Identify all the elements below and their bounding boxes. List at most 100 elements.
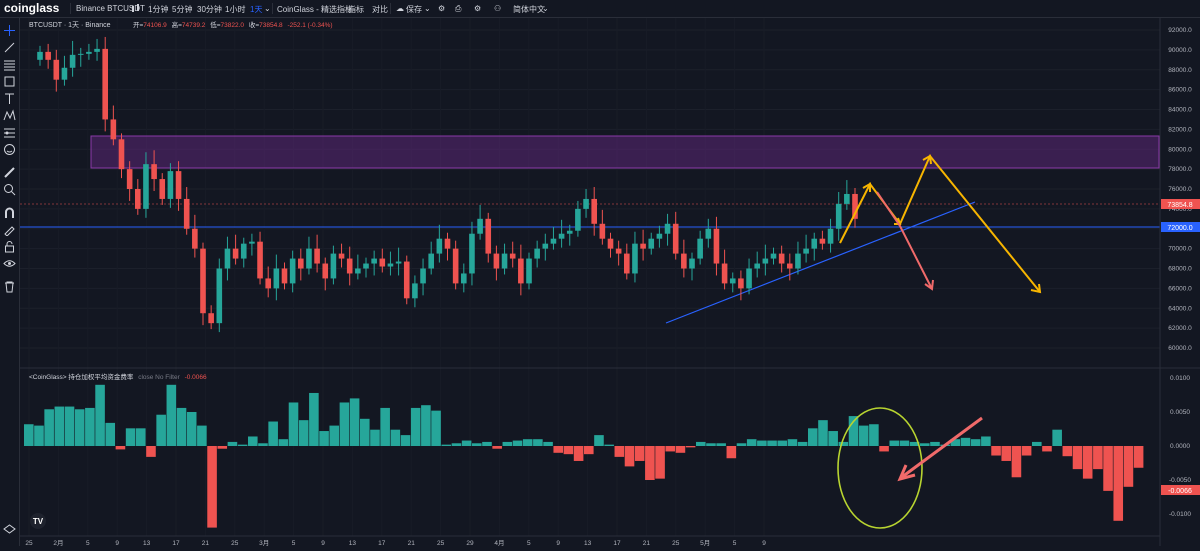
candle-body[interactable] xyxy=(501,253,508,269)
candle-body[interactable] xyxy=(330,253,337,279)
funding-bar[interactable] xyxy=(105,422,116,446)
interval-30m[interactable]: 30分钟 xyxy=(197,5,222,14)
candle-body[interactable] xyxy=(835,203,842,229)
funding-bar[interactable] xyxy=(767,440,777,446)
candle-body[interactable] xyxy=(770,253,777,259)
candle-body[interactable] xyxy=(338,253,345,259)
funding-bar[interactable] xyxy=(1123,446,1134,487)
language-select[interactable]: 简体中文 xyxy=(513,5,545,14)
candle-body[interactable] xyxy=(102,48,108,120)
funding-bar[interactable] xyxy=(472,443,482,446)
funding-bar[interactable] xyxy=(421,405,431,446)
candle-body[interactable] xyxy=(224,248,231,269)
candle-body[interactable] xyxy=(656,233,663,239)
candle-body[interactable] xyxy=(664,223,671,234)
funding-bar[interactable] xyxy=(543,441,553,446)
candle-body[interactable] xyxy=(265,278,271,289)
funding-bar[interactable] xyxy=(227,441,238,446)
funding-bar[interactable] xyxy=(696,441,706,446)
funding-bar[interactable] xyxy=(186,412,197,446)
funding-bar[interactable] xyxy=(604,444,614,446)
candle-body[interactable] xyxy=(705,228,712,239)
funding-bar[interactable] xyxy=(1072,446,1083,470)
funding-bar[interactable] xyxy=(156,414,166,446)
funding-bar[interactable] xyxy=(24,424,34,446)
user-icon[interactable]: ⚇ xyxy=(494,4,502,13)
candle-body[interactable] xyxy=(69,54,76,68)
candle-body[interactable] xyxy=(346,258,353,274)
funding-bar[interactable] xyxy=(665,446,676,452)
funding-bar[interactable] xyxy=(329,425,340,446)
funding-bar[interactable] xyxy=(716,443,726,446)
gear-icon[interactable]: ⚙ xyxy=(474,4,482,13)
candle-body[interactable] xyxy=(689,258,695,269)
funding-bar[interactable] xyxy=(461,440,472,446)
funding-bar[interactable] xyxy=(573,446,584,461)
funding-bar[interactable] xyxy=(930,441,940,446)
funding-bar[interactable] xyxy=(207,446,217,528)
candle-body[interactable] xyxy=(526,258,532,284)
funding-bar[interactable] xyxy=(176,407,187,446)
funding-bar[interactable] xyxy=(492,446,502,449)
emoji-icon[interactable] xyxy=(3,143,16,156)
funding-bar[interactable] xyxy=(54,406,65,446)
highlight-ellipse[interactable] xyxy=(837,407,923,529)
funding-bar[interactable] xyxy=(400,435,411,446)
candle-body[interactable] xyxy=(509,253,516,259)
funding-bar[interactable] xyxy=(981,436,991,446)
candle-body[interactable] xyxy=(143,164,149,209)
candle-body[interactable] xyxy=(721,263,728,284)
candle-body[interactable] xyxy=(550,238,557,244)
candle-body[interactable] xyxy=(518,258,524,284)
red-pointer-arrow[interactable] xyxy=(901,416,983,479)
yellow-projection-path[interactable] xyxy=(839,154,1041,293)
funding-bar[interactable] xyxy=(706,443,716,446)
candle-body[interactable] xyxy=(232,248,239,259)
chart-svg[interactable]: 92000.0 90000.0 88000.0 86000.0 84000.0 82000… xyxy=(20,18,1200,547)
funding-bar[interactable] xyxy=(258,443,268,446)
funding-bar[interactable] xyxy=(614,446,625,457)
candle-body[interactable] xyxy=(566,230,573,234)
candle-body[interactable] xyxy=(493,253,500,269)
candle-body[interactable] xyxy=(738,278,744,289)
candle-body[interactable] xyxy=(281,268,288,284)
pattern-icon[interactable] xyxy=(3,109,16,122)
candle-body[interactable] xyxy=(428,253,434,269)
funding-bar[interactable] xyxy=(797,441,808,446)
funding-bar[interactable] xyxy=(991,446,1001,456)
legend-symbol[interactable]: BTCUSDT · 1天 · Binance xyxy=(29,21,111,29)
funding-bar[interactable] xyxy=(858,425,869,446)
interval-1d[interactable]: 1天 xyxy=(250,5,263,14)
funding-bar[interactable] xyxy=(746,439,757,446)
funding-bar[interactable] xyxy=(502,441,513,446)
funding-bar[interactable] xyxy=(889,440,900,446)
funding-bar[interactable] xyxy=(645,446,655,480)
candle-body[interactable] xyxy=(208,313,214,324)
candle-body[interactable] xyxy=(110,119,117,140)
funding-bar[interactable] xyxy=(64,406,75,446)
candle-body[interactable] xyxy=(420,268,426,284)
funding-bar[interactable] xyxy=(95,384,105,446)
funding-bar[interactable] xyxy=(1093,446,1103,470)
funding-bar[interactable] xyxy=(136,428,146,446)
funding-bar[interactable] xyxy=(237,444,248,446)
funding-bar[interactable] xyxy=(726,446,737,459)
funding-bar[interactable] xyxy=(197,425,207,446)
candle-body[interactable] xyxy=(558,233,565,239)
funding-bar[interactable] xyxy=(360,418,370,446)
candle-body[interactable] xyxy=(819,238,826,244)
candle-body[interactable] xyxy=(37,51,43,60)
chart-area[interactable]: 92000.0 90000.0 88000.0 86000.0 84000.0 82000… xyxy=(20,18,1200,547)
candle-body[interactable] xyxy=(371,258,377,264)
candle-body[interactable] xyxy=(379,258,386,267)
funding-bar[interactable] xyxy=(563,446,574,455)
interval-1m[interactable]: 1分钟 xyxy=(148,5,169,14)
chevron-down-icon[interactable]: ⌄ xyxy=(264,4,271,13)
funding-bar[interactable] xyxy=(808,428,818,446)
funding-bar[interactable] xyxy=(390,429,401,446)
candle-body[interactable] xyxy=(469,233,475,274)
funding-bar[interactable] xyxy=(909,441,920,446)
candle-body[interactable] xyxy=(444,238,451,249)
candle-body[interactable] xyxy=(754,263,760,269)
layers-icon[interactable] xyxy=(3,523,16,536)
